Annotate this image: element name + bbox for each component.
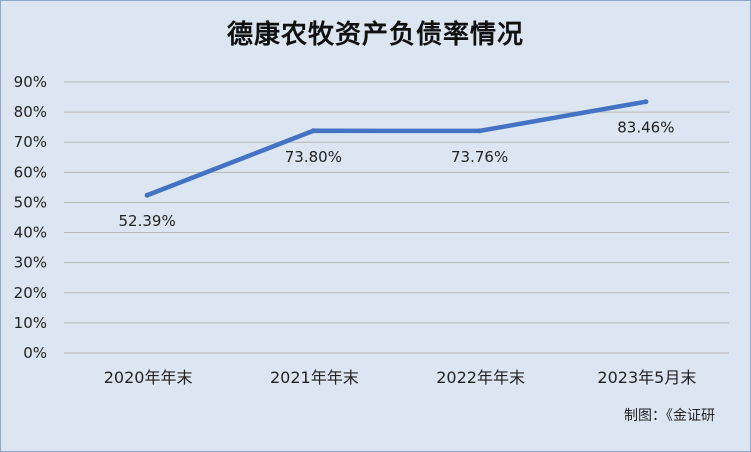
source-note: 制图：《金证研 bbox=[624, 408, 715, 424]
data-label: 73.76% bbox=[451, 148, 508, 166]
data-point bbox=[144, 192, 150, 198]
x-tick-label: 2020年年末 bbox=[104, 368, 193, 387]
data-label: 83.46% bbox=[617, 119, 674, 137]
data-label: 73.80% bbox=[285, 148, 342, 166]
y-tick-label: 70% bbox=[14, 133, 47, 151]
data-label: 52.39% bbox=[119, 212, 176, 230]
y-tick-label: 20% bbox=[14, 284, 47, 302]
data-point bbox=[310, 128, 316, 134]
chart-title: 德康农牧资产负债率情况 bbox=[226, 20, 524, 50]
data-point bbox=[643, 99, 649, 105]
x-tick-label: 2021年年末 bbox=[270, 368, 359, 387]
y-tick-label: 10% bbox=[14, 314, 47, 332]
series-line bbox=[144, 99, 649, 198]
y-tick-label: 40% bbox=[14, 224, 47, 242]
y-tick-label: 30% bbox=[14, 254, 47, 272]
y-tick-label: 60% bbox=[14, 163, 47, 181]
y-tick-label: 90% bbox=[14, 73, 47, 91]
x-tick-label: 2022年年末 bbox=[436, 368, 525, 387]
data-point bbox=[477, 128, 483, 134]
y-tick-label: 50% bbox=[14, 193, 47, 211]
y-tick-label: 80% bbox=[14, 103, 47, 121]
x-tick-label: 2023年5月末 bbox=[597, 368, 696, 387]
y-tick-label: 0% bbox=[23, 344, 47, 362]
